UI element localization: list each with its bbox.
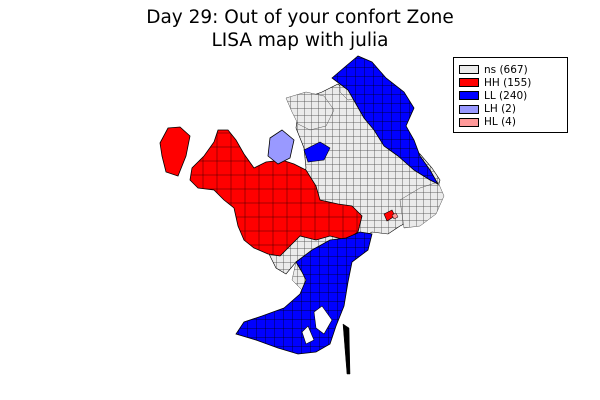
hh-area-west (189, 129, 363, 257)
legend-label-ns: ns (667) (484, 63, 528, 76)
ll-area-south (235, 231, 373, 355)
lh-area (267, 129, 295, 165)
map-legend: ns (667) HH (155) LL (240) LH (2) HL (4) (453, 57, 568, 133)
harbor-inlet-2 (301, 325, 315, 345)
ll-area-river-spit (342, 323, 351, 375)
legend-item-lh: LH (2) (459, 103, 567, 116)
hh-area-outlier (159, 126, 191, 177)
harbor-inlet (313, 305, 333, 335)
legend-item-hh: HH (155) (459, 76, 567, 89)
legend-label-hl: HL (4) (484, 116, 516, 129)
ll-area-north-small (303, 141, 331, 163)
legend-swatch-hh (459, 78, 479, 88)
legend-item-ll: LL (240) (459, 89, 567, 102)
ll-area-northeast (331, 55, 440, 185)
legend-swatch-lh (459, 104, 479, 114)
legend-item-ns: ns (667) (459, 63, 567, 76)
legend-label-hh: HH (155) (484, 76, 532, 89)
map-title-line-2: LISA map with julia (211, 30, 389, 51)
ns-area-north (285, 91, 335, 131)
legend-swatch-hl (459, 117, 479, 127)
legend-label-lh: LH (2) (484, 103, 516, 116)
legend-item-hl: HL (4) (459, 116, 567, 129)
map-title: Day 29: Out of your confort Zone LISA ma… (0, 6, 600, 52)
legend-label-ll: LL (240) (484, 89, 528, 102)
legend-swatch-ns (459, 65, 479, 75)
legend-swatch-ll (459, 91, 479, 101)
ns-area-coast (399, 181, 445, 229)
hl-area (391, 212, 399, 220)
map-title-line-1: Day 29: Out of your confort Zone (146, 7, 454, 28)
